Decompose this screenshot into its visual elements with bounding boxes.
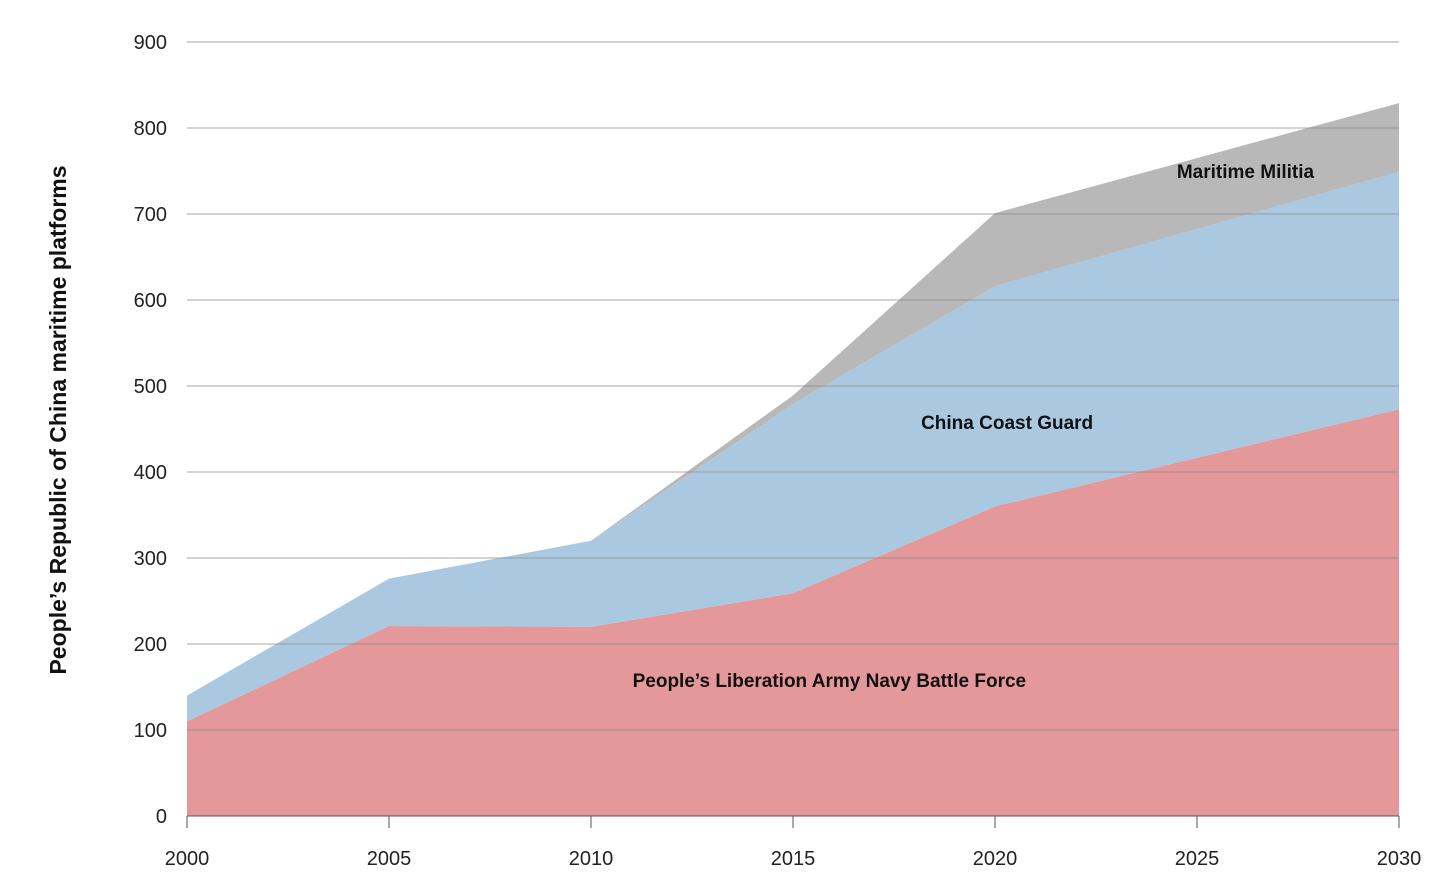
y-tick-label: 400 xyxy=(134,462,167,484)
area-series-2 xyxy=(187,171,1399,722)
series-label-2: China Coast Guard xyxy=(921,413,1093,434)
y-axis-label: People’s Republic of China maritime plat… xyxy=(45,165,71,674)
x-tick-label: 2000 xyxy=(165,848,210,870)
x-tick-labels: 2000 2005 2010 2015 2020 2025 2030 xyxy=(165,848,1422,870)
x-tick-label: 2030 xyxy=(1377,848,1422,870)
series-label-1: People’s Liberation Army Navy Battle For… xyxy=(633,671,1027,692)
y-tick-label: 0 xyxy=(156,806,167,828)
y-tick-label: 100 xyxy=(134,720,167,742)
y-tick-label: 800 xyxy=(134,118,167,140)
x-tick-label: 2015 xyxy=(771,848,816,870)
y-tick-label: 200 xyxy=(134,634,167,656)
series-labels: People’s Liberation Army Navy Battle For… xyxy=(633,162,1315,692)
series-label-3: Maritime Militia xyxy=(1177,162,1315,183)
y-tick-label: 300 xyxy=(134,548,167,570)
y-tick-label: 600 xyxy=(134,290,167,312)
axes xyxy=(186,815,1400,828)
area-series xyxy=(187,103,1399,816)
x-tick-label: 2010 xyxy=(569,848,614,870)
y-tick-label: 500 xyxy=(134,376,167,398)
y-tick-labels: 0 100 200 300 400 500 600 700 800 900 xyxy=(134,32,167,828)
grid-lines xyxy=(187,41,1399,731)
x-tick-label: 2005 xyxy=(367,848,412,870)
x-tick-label: 2025 xyxy=(1175,848,1220,870)
area-series-3 xyxy=(187,103,1399,696)
area-series-1 xyxy=(187,409,1399,816)
x-tick-label: 2020 xyxy=(973,848,1018,870)
y-tick-label: 900 xyxy=(134,32,167,54)
y-tick-label: 700 xyxy=(134,204,167,226)
